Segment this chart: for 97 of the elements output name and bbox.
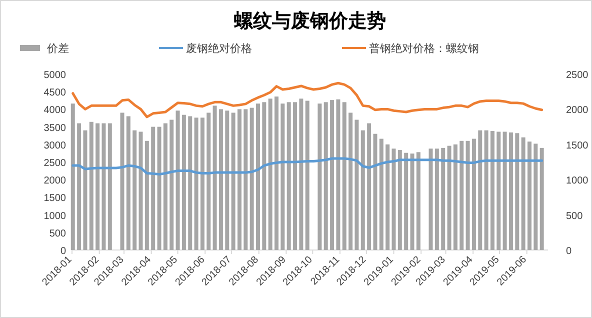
- y2-tick-label: 2000: [566, 105, 589, 116]
- bar: [157, 126, 162, 250]
- y-tick-label: 500: [49, 228, 66, 240]
- bar: [108, 123, 112, 250]
- bar: [354, 120, 359, 250]
- bar: [231, 112, 236, 250]
- bar: [508, 132, 513, 250]
- bar: [250, 108, 254, 250]
- bar: [521, 137, 526, 250]
- bar: [447, 146, 452, 250]
- chart-title: 螺纹与废钢价走势: [233, 10, 386, 32]
- bar: [126, 116, 130, 250]
- legend-label: 普钢绝对价格：螺纹钢: [369, 42, 479, 55]
- bar: [293, 102, 298, 250]
- y2-tick-label: 500: [566, 210, 584, 222]
- bar: [194, 118, 198, 250]
- bar: [472, 138, 476, 250]
- bar: [527, 142, 532, 250]
- bar: [77, 123, 82, 250]
- bar: [434, 148, 439, 250]
- bar: [490, 131, 494, 250]
- bar: [336, 99, 340, 250]
- bar: [237, 109, 242, 250]
- bar: [534, 144, 538, 250]
- bar: [144, 140, 149, 250]
- bar: [212, 106, 217, 250]
- y-tick-label: 3500: [44, 122, 66, 134]
- bar: [478, 130, 482, 250]
- bar: [256, 104, 260, 250]
- bar: [515, 133, 520, 250]
- bar: [324, 102, 328, 250]
- bar: [404, 152, 408, 250]
- y-tick-label: 2500: [44, 158, 66, 169]
- bar: [70, 104, 75, 250]
- bar: [342, 102, 346, 250]
- bar: [96, 123, 100, 250]
- bar: [540, 148, 544, 250]
- legend-label: 价差: [46, 43, 69, 55]
- y-tick-label: 0: [60, 246, 66, 257]
- bar: [398, 150, 402, 250]
- bar: [170, 120, 174, 250]
- y-tick-label: 2000: [44, 176, 66, 187]
- line-series: [72, 82, 544, 118]
- bar: [225, 110, 230, 250]
- y-tick-label: 4500: [44, 88, 66, 99]
- y-tick-label: 1000: [44, 210, 66, 222]
- bar: [206, 112, 211, 250]
- bar: [244, 109, 248, 250]
- bar: [367, 123, 372, 250]
- bar: [466, 140, 470, 250]
- bar: [132, 130, 137, 250]
- bar: [102, 123, 106, 250]
- y-tick-label: 1500: [44, 193, 66, 204]
- bar: [428, 148, 433, 250]
- bar: [460, 140, 464, 250]
- y-tick-label: 3000: [44, 140, 66, 152]
- bar: [89, 122, 94, 250]
- bar: [138, 132, 143, 250]
- bar: [163, 123, 168, 250]
- bar: [280, 104, 285, 250]
- y2-tick-label: 2500: [566, 70, 589, 81]
- bar: [379, 138, 384, 250]
- bar: [392, 148, 396, 250]
- bar: [305, 100, 310, 250]
- bar: [484, 130, 488, 250]
- bar: [218, 109, 223, 250]
- bar: [416, 152, 420, 250]
- bar: [83, 130, 88, 250]
- bar: [386, 144, 390, 250]
- y-tick-label: 5000: [44, 70, 66, 81]
- y2-tick-label: 1000: [566, 176, 589, 187]
- bar: [410, 154, 414, 250]
- bar: [360, 130, 365, 250]
- bar: [176, 110, 180, 250]
- bar: [188, 116, 192, 250]
- bar: [502, 132, 507, 250]
- bar: [120, 112, 124, 250]
- bar: [496, 132, 501, 250]
- bar: [453, 144, 458, 250]
- bar: [151, 126, 156, 250]
- bar: [299, 98, 304, 250]
- bar: [182, 114, 186, 250]
- bar: [274, 96, 279, 250]
- bar: [200, 118, 204, 250]
- y2-tick-label: 1500: [566, 140, 589, 152]
- legend-label: 废钢绝对价格: [186, 42, 252, 55]
- y2-tick-label: 0: [566, 246, 572, 257]
- bar: [330, 100, 334, 250]
- bar: [268, 98, 272, 250]
- bar: [373, 134, 378, 250]
- bar: [441, 148, 446, 250]
- line-series: [72, 157, 544, 176]
- bar: [318, 104, 322, 250]
- bar: [262, 102, 266, 250]
- bar: [348, 112, 353, 250]
- y-tick-label: 4000: [44, 105, 66, 116]
- bar: [286, 102, 291, 250]
